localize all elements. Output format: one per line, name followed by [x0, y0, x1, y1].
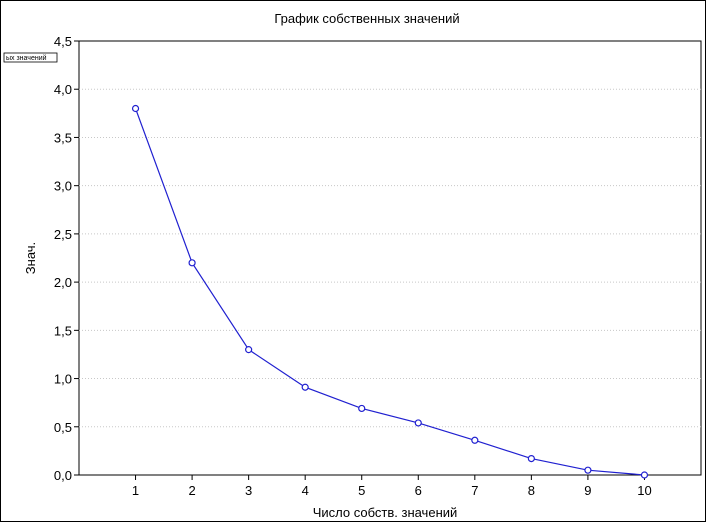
x-axis-label: Число собств. значений: [313, 505, 458, 520]
data-point: [301, 383, 309, 391]
x-tick-label: 5: [358, 483, 365, 498]
x-tick-label: 6: [415, 483, 422, 498]
y-tick-label: 1,0: [54, 372, 72, 387]
x-tick-label: 10: [637, 483, 651, 498]
y-tick-label: 3,5: [54, 130, 72, 145]
data-point: [245, 346, 253, 354]
data-point: [131, 104, 140, 113]
series-line: [134, 108, 645, 476]
data-point: [640, 471, 649, 479]
y-tick-label: 4,0: [54, 82, 72, 97]
legend-box: [3, 52, 58, 63]
x-tick-label: 7: [471, 483, 478, 498]
data-point: [584, 466, 592, 474]
y-tick-label: 2,0: [54, 275, 72, 290]
legend: ых значений: [3, 52, 58, 63]
chart-title: График собственных значений: [274, 11, 459, 26]
y-tick-label: 1,5: [54, 323, 72, 338]
x-tick-label: 3: [245, 483, 252, 498]
data-point: [527, 455, 535, 463]
data-point: [471, 436, 479, 444]
x-axis: 1 2 3 4 5 6 7 8 9 10: [132, 475, 652, 498]
x-tick-label: 1: [132, 483, 139, 498]
y-tick-label: 0,5: [54, 420, 72, 435]
data-point: [358, 404, 366, 413]
y-tick-label: 4,5: [54, 34, 72, 49]
series: [131, 104, 649, 479]
x-tick-label: 4: [302, 483, 309, 498]
y-tick-label: 2,5: [54, 227, 72, 242]
data-point: [188, 259, 196, 267]
y-tick-label: 3,0: [54, 179, 72, 194]
y-axis-label: Знач.: [23, 242, 38, 274]
x-tick-label: 2: [188, 483, 195, 498]
data-point: [414, 419, 422, 427]
legend-label: ых значений: [6, 54, 47, 62]
y-axis: 0,0 0,5 1,0 1,5 2,0 2,5 3,0 3,5 4,0 4,5: [54, 34, 79, 483]
plot-area: [78, 40, 702, 476]
x-tick-label: 9: [584, 483, 591, 498]
x-tick-label: 8: [528, 483, 535, 498]
y-tick-label: 0,0: [54, 468, 72, 483]
